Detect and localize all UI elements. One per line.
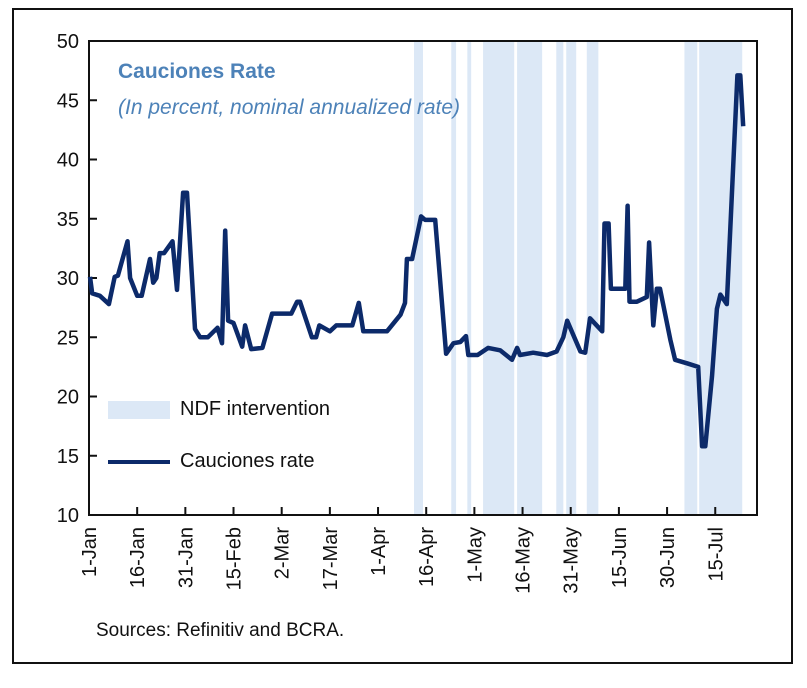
legend-label-cauciones: Cauciones rate (180, 450, 315, 472)
x-tick-label: 1-Jan (79, 527, 101, 577)
y-tick-label: 30 (57, 268, 79, 290)
ndf-band (566, 41, 577, 515)
chart-subtitle: (In percent, nominal annualized rate) (118, 96, 461, 119)
y-tick-label: 45 (57, 90, 79, 112)
x-tick-label: 16-May (513, 527, 535, 594)
ndf-band (684, 41, 698, 515)
y-tick-label: 35 (57, 209, 79, 231)
y-tick-label: 25 (57, 327, 79, 349)
x-tick-label: 17-Mar (320, 527, 342, 591)
x-tick-label: 31-May (561, 527, 583, 594)
x-tick-label: 31-Jan (175, 527, 197, 588)
x-tick-label: 1-Apr (368, 527, 390, 576)
ndf-band (451, 41, 457, 515)
legend-swatch-cauciones (108, 460, 170, 464)
chart-title: Cauciones Rate (118, 60, 276, 83)
y-tick-label: 10 (57, 505, 79, 527)
source-note: Sources: Refinitiv and BCRA. (96, 620, 345, 641)
x-tick-label: 16-Jan (127, 527, 149, 588)
y-tick-label: 15 (57, 446, 79, 468)
x-tick-label: 30-Jun (657, 527, 679, 588)
x-tick-label: 15-Jun (609, 527, 631, 588)
ndf-band (556, 41, 564, 515)
x-tick-label: 2-Mar (272, 527, 294, 580)
x-tick-label: 15-Feb (224, 527, 246, 590)
x-tick-label: 15-Jul (705, 527, 727, 581)
ndf-band (483, 41, 515, 515)
legend-label-ndf: NDF intervention (180, 398, 331, 420)
ndf-band (517, 41, 543, 515)
ndf-band (586, 41, 599, 515)
ndf-band (467, 41, 472, 515)
y-tick-label: 20 (57, 387, 79, 409)
x-tick-label: 16-Apr (416, 527, 438, 587)
series-line-cauciones-rate (87, 73, 746, 449)
x-tick-label: 1-May (464, 527, 486, 583)
chart-frame (12, 8, 793, 664)
y-tick-label: 50 (57, 31, 79, 53)
legend-swatch-ndf (108, 401, 170, 419)
ndf-band (414, 41, 423, 515)
y-tick-label: 40 (57, 150, 79, 172)
